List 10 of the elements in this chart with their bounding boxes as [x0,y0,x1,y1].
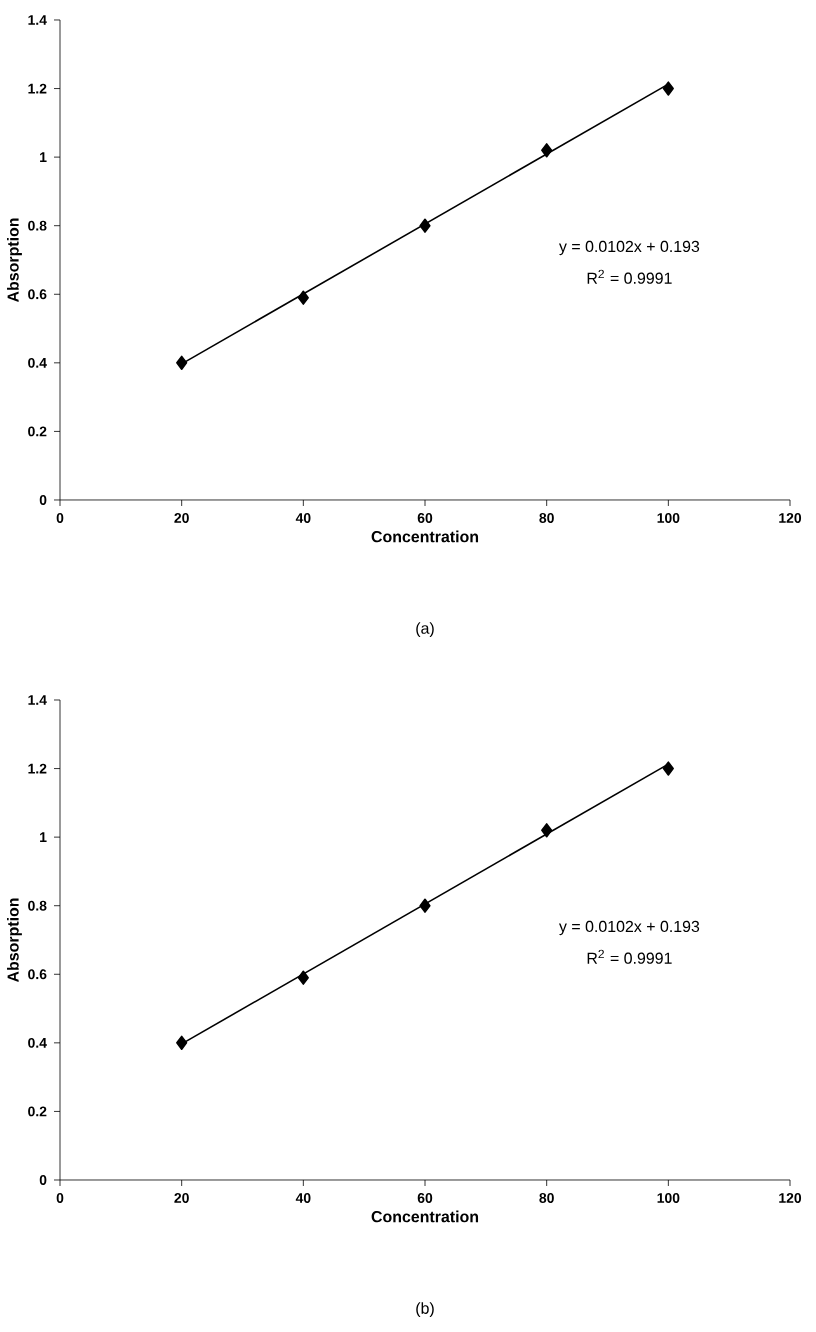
point [541,823,553,838]
point [419,898,431,913]
point [297,970,309,985]
point [176,355,188,371]
point [297,290,309,305]
point [541,143,553,158]
point [419,218,431,233]
point [662,761,674,776]
point [662,81,674,96]
point [176,1035,188,1051]
